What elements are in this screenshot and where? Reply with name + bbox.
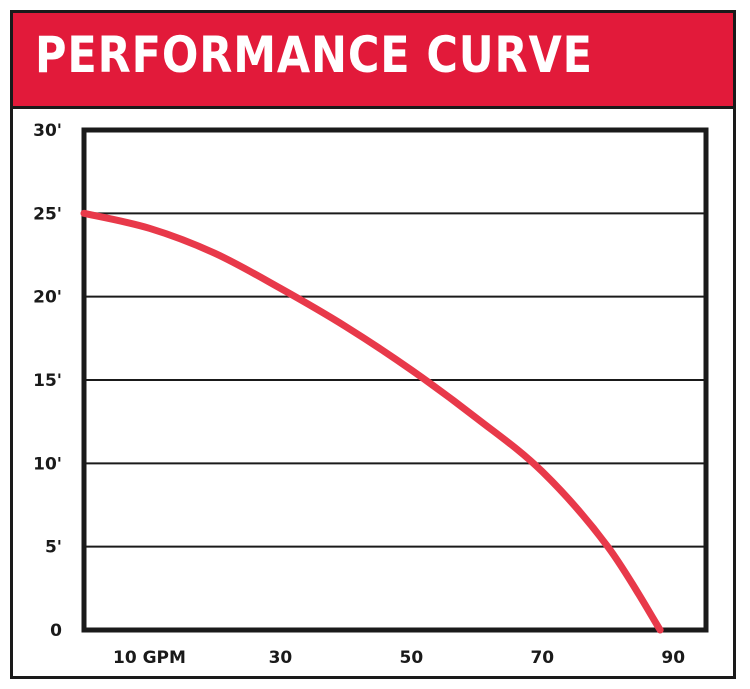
performance-curve-line — [80, 209, 664, 634]
x-tick-label: 30 — [269, 648, 293, 668]
chart-frame: PERFORMANCE CURVE — [10, 10, 736, 679]
x-tick-label: 50 — [400, 648, 424, 668]
x-tick-label: 90 — [661, 648, 685, 668]
y-tick-label: 30' — [33, 121, 62, 141]
y-tick-label: 15' — [33, 371, 62, 391]
y-tick-label: 0 — [50, 621, 62, 641]
title-banner: PERFORMANCE CURVE — [13, 13, 733, 109]
y-tick-label: 10' — [33, 454, 62, 474]
x-tick-label: 70 — [530, 648, 554, 668]
plot-border — [81, 127, 709, 633]
y-tick-label: 20' — [33, 288, 62, 308]
chart-title: PERFORMANCE CURVE — [35, 26, 593, 84]
y-tick-label: 25' — [33, 204, 62, 224]
x-tick-label: 10 GPM — [113, 648, 186, 668]
y-tick-label: 5' — [45, 538, 62, 558]
